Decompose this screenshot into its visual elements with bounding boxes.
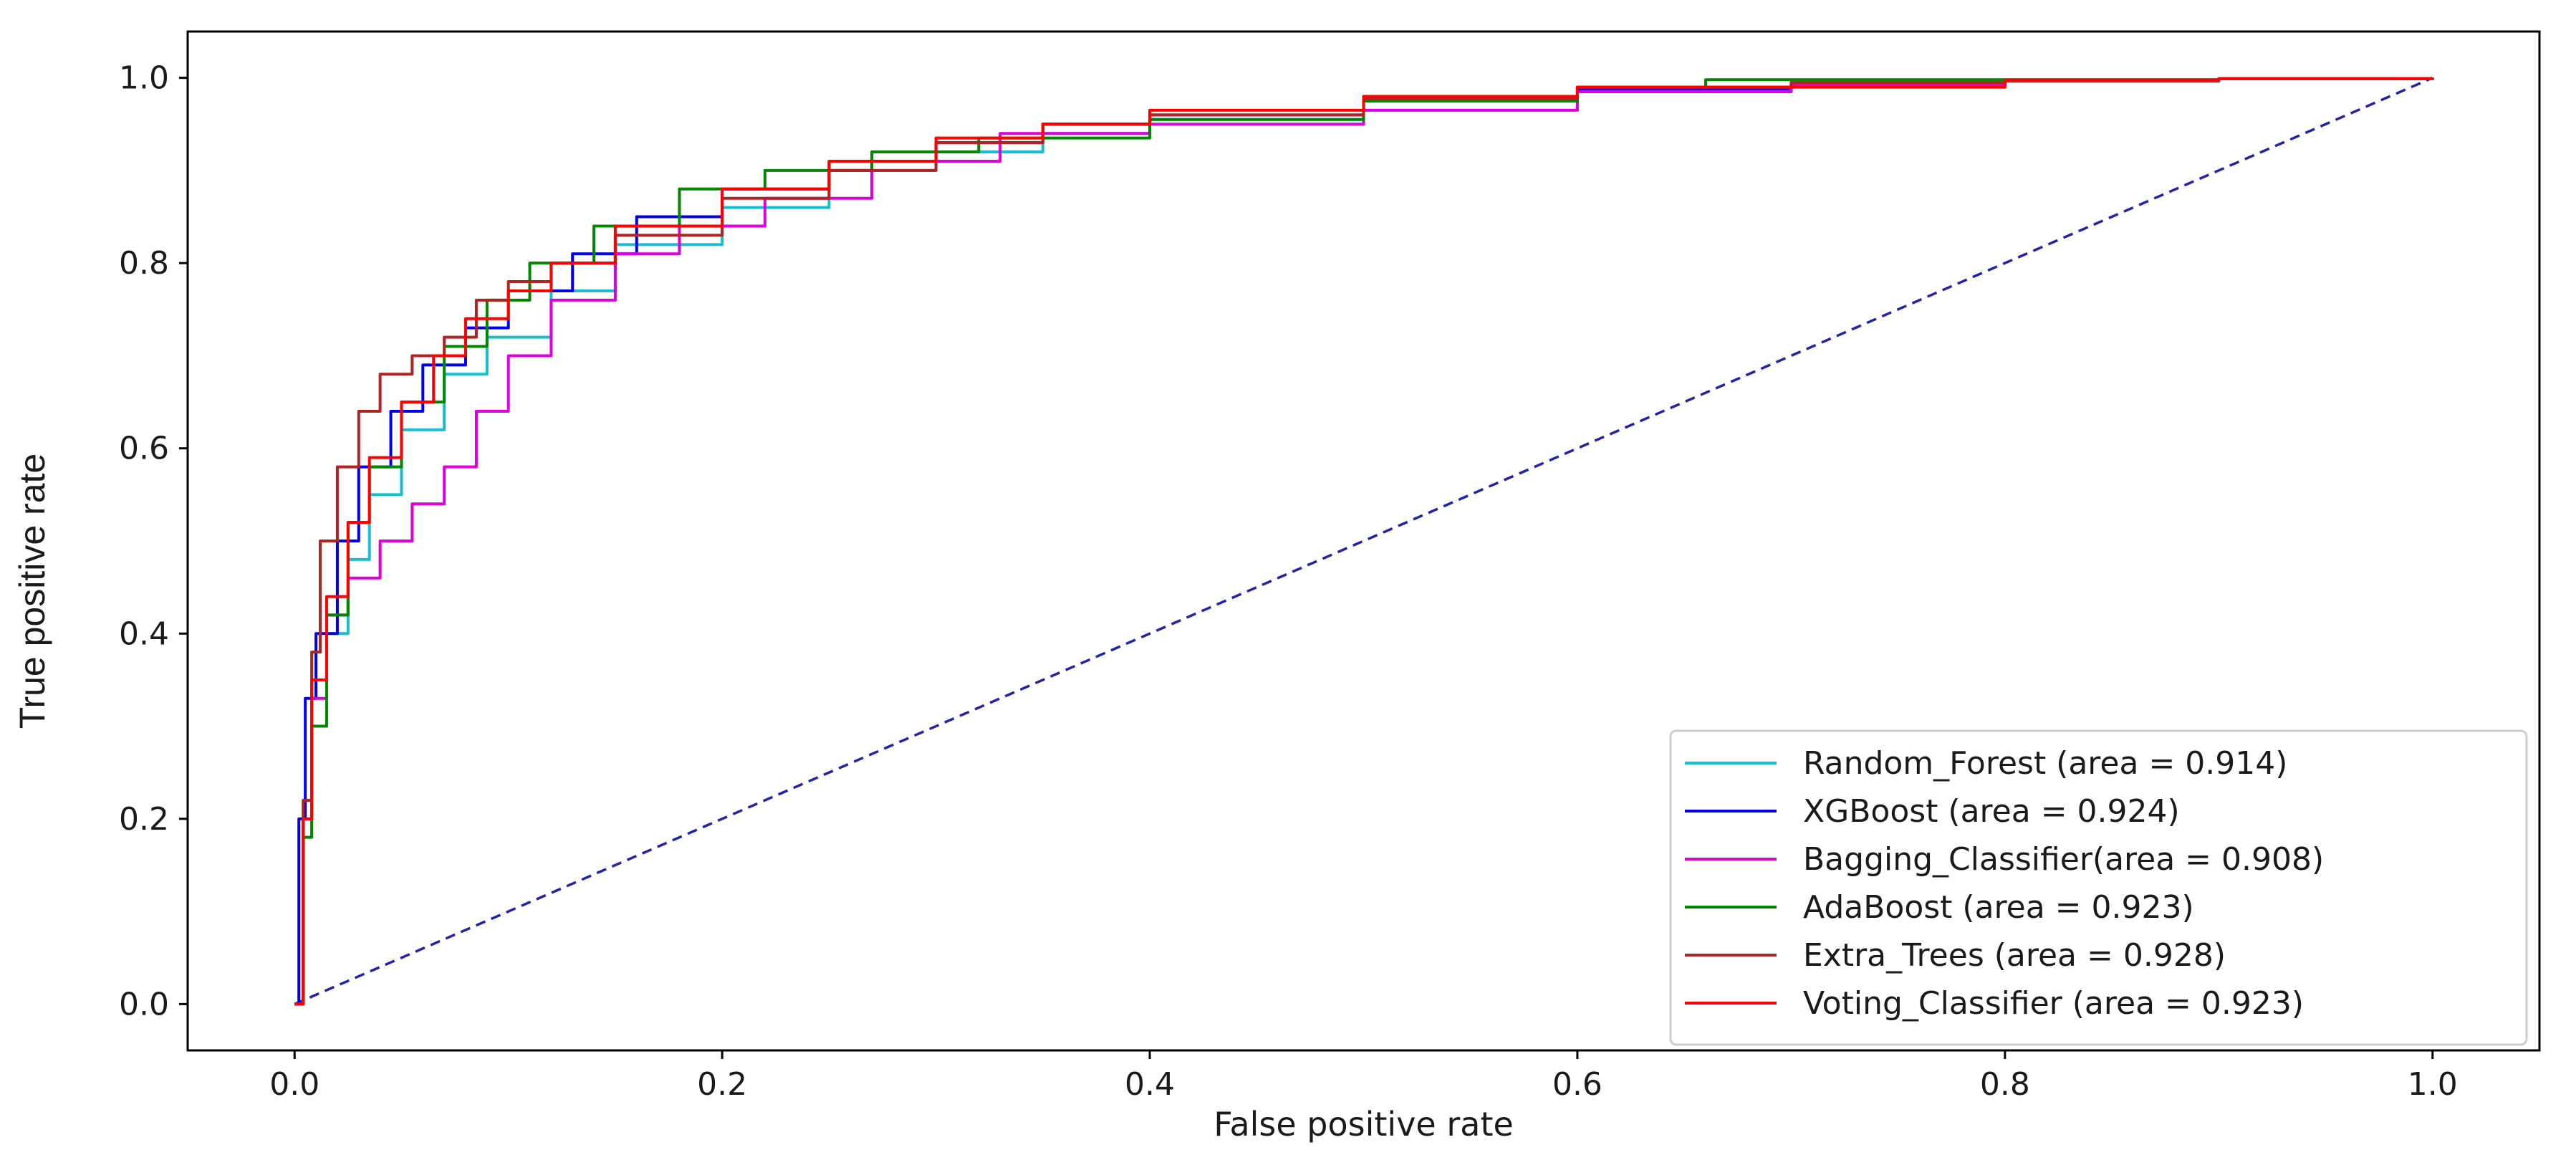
roc-curve — [294, 77, 2434, 1006]
legend-entry: Voting_Classifier (area = 0.923) — [1803, 985, 2304, 1022]
x-tick-label: 0.0 — [269, 1066, 319, 1103]
legend-entry: Bagging_Classifier(area = 0.908) — [1803, 841, 2324, 878]
y-tick-label: 0.6 — [119, 431, 169, 467]
legend-entry: Extra_Trees (area = 0.928) — [1803, 937, 2226, 974]
x-axis-label: False positive rate — [1213, 1105, 1514, 1144]
y-tick-label: 0.0 — [119, 986, 169, 1022]
legend-entry: Random_Forest (area = 0.914) — [1803, 745, 2287, 782]
legend-entry: AdaBoost (area = 0.923) — [1803, 889, 2194, 926]
y-axis-label: True positive rate — [12, 454, 52, 729]
axis-ticks: 0.0 0.2 0.4 0.6 0.8 1.0 0.0 0.2 0.4 0.6 0.8 1.0 — [119, 60, 2458, 1103]
y-tick-label: 0.4 — [119, 615, 169, 652]
baseline-diagonal — [294, 77, 2433, 1005]
x-tick-label: 0.2 — [697, 1066, 747, 1103]
x-tick-label: 0.4 — [1125, 1066, 1175, 1103]
plot-frame — [186, 30, 2541, 1052]
y-tick-label: 1.0 — [119, 60, 169, 97]
roc-curve — [294, 77, 2434, 1006]
legend-entry: XGBoost (area = 0.924) — [1803, 793, 2180, 830]
legend: Random_Forest (area = 0.914) XGBoost (are… — [1669, 729, 2528, 1046]
x-tick-label: 0.8 — [1980, 1066, 2030, 1103]
legend-box — [1669, 729, 2528, 1046]
y-tick-label: 0.8 — [119, 245, 169, 282]
plot-lines — [294, 77, 2434, 1006]
x-tick-label: 0.6 — [1552, 1066, 1602, 1103]
y-tick-label: 0.2 — [119, 801, 169, 838]
x-tick-label: 1.0 — [2408, 1066, 2458, 1103]
